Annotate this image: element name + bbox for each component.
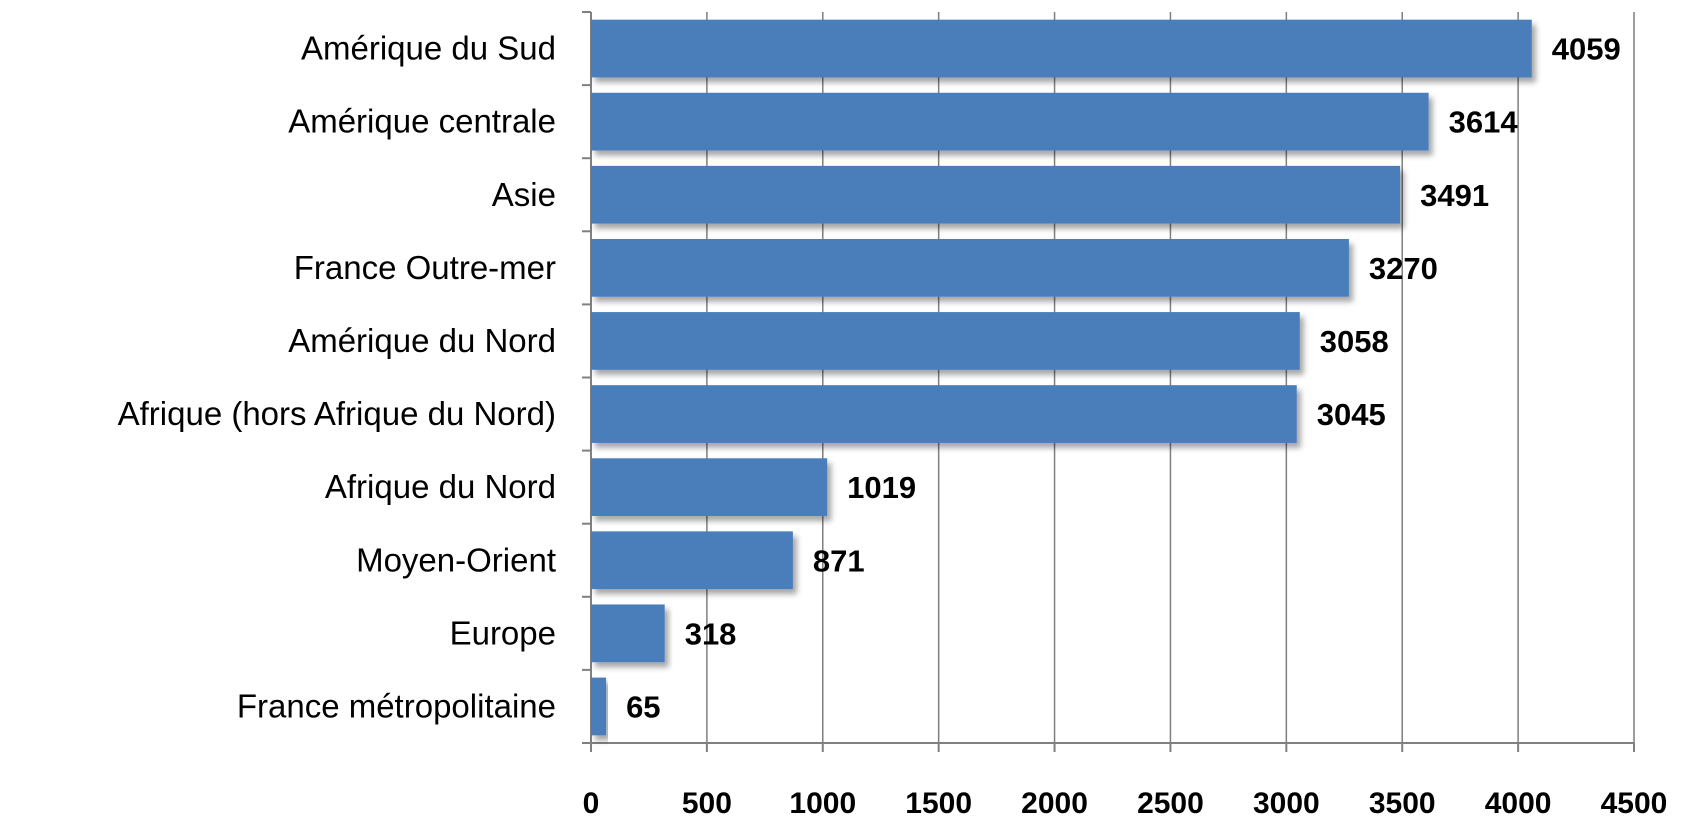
bar xyxy=(591,312,1300,370)
category-label: France Outre-mer xyxy=(294,249,556,286)
data-labels: 4059 3614 3491 3270 3058 3045 1019 871 318 65 xyxy=(626,32,1621,725)
data-label: 1019 xyxy=(847,470,916,505)
bar xyxy=(591,385,1297,443)
category-label: Asie xyxy=(492,176,556,213)
bars xyxy=(591,19,1532,736)
bar xyxy=(591,531,793,590)
bar xyxy=(591,165,1401,224)
x-tick-label: 2000 xyxy=(1021,787,1088,820)
category-label: Amérique du Nord xyxy=(288,322,556,359)
x-tick-labels: 0 500 1000 1500 2000 2500 3000 3500 4000 4500 xyxy=(583,787,1668,820)
data-label: 65 xyxy=(626,689,660,724)
data-label: 3270 xyxy=(1369,251,1438,286)
bar xyxy=(591,19,1532,78)
bar xyxy=(591,604,665,663)
bar xyxy=(591,92,1429,151)
category-label: Afrique du Nord xyxy=(325,468,556,505)
category-labels: Amérique du Sud Amérique centrale Asie Fran… xyxy=(118,30,556,725)
x-tick-label: 1000 xyxy=(789,787,856,820)
x-tick-label: 2500 xyxy=(1137,787,1204,820)
category-label: Moyen-Orient xyxy=(356,541,556,578)
category-label: Afrique (hors Afrique du Nord) xyxy=(118,395,556,432)
x-tick-label: 4000 xyxy=(1485,787,1552,820)
data-label: 3045 xyxy=(1317,397,1386,432)
x-tick-label: 3000 xyxy=(1253,787,1320,820)
category-label: Amérique du Sud xyxy=(301,30,556,67)
data-label: 3491 xyxy=(1420,178,1489,213)
x-tick-label: 500 xyxy=(682,787,732,820)
x-tick-label: 4500 xyxy=(1601,787,1668,820)
x-tick-label: 1500 xyxy=(905,787,972,820)
data-label: 3614 xyxy=(1449,105,1519,140)
bar xyxy=(591,677,607,736)
category-label: Amérique centrale xyxy=(288,103,556,140)
bar xyxy=(591,458,828,517)
bar xyxy=(591,238,1349,297)
data-label: 3058 xyxy=(1320,324,1389,359)
data-label: 318 xyxy=(685,616,737,651)
category-label: Europe xyxy=(450,614,556,651)
data-label: 871 xyxy=(813,543,865,578)
category-label: France métropolitaine xyxy=(237,687,556,724)
x-tick-label: 0 xyxy=(583,787,600,820)
data-label: 4059 xyxy=(1552,32,1621,67)
x-tick-label: 3500 xyxy=(1369,787,1436,820)
